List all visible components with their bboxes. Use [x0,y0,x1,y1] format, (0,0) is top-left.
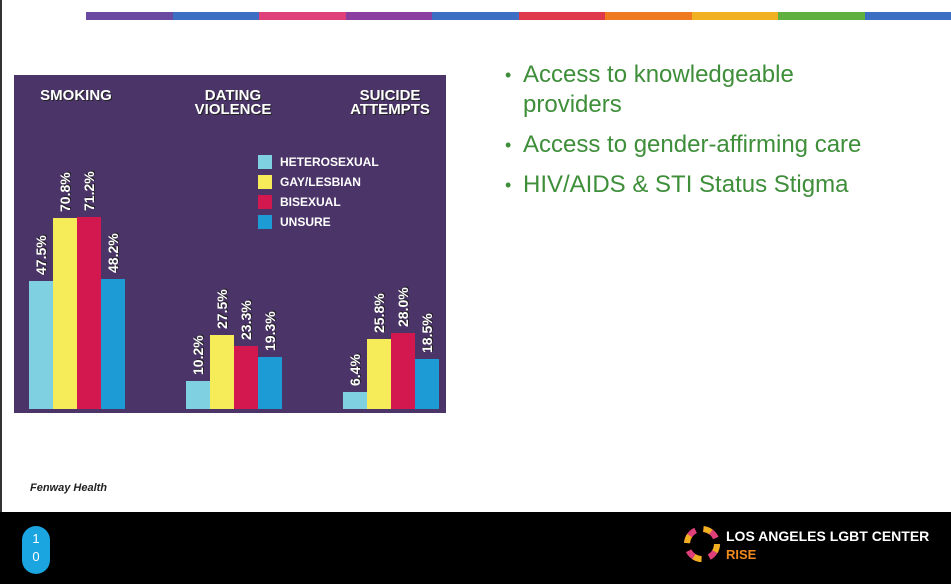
bullet: Access to gender-affirming care [505,130,885,160]
legend-label: HETEROSEXUAL [280,155,379,169]
value-label: 25.8% [371,293,387,334]
bar [77,216,101,409]
legend-swatch [258,155,272,169]
legend-swatch [258,175,272,189]
value-label: 23.3% [238,300,254,341]
bar [186,381,210,409]
bullet: HIV/AIDS & STI Status Stigma [505,170,885,200]
bar [234,346,258,409]
logo-icon [684,526,720,562]
legend-swatch [258,195,272,209]
legend-item: GAY/LESBIAN [258,175,361,189]
chart: SMOKING DATING VIOLENCE SUICIDE ATTEMPTS 47… [14,75,446,413]
value-label: 48.2% [105,233,121,273]
bar [53,217,77,409]
value-label: 70.8% [57,172,73,212]
border [0,0,2,512]
bar [210,334,234,409]
value-label: 19.3% [262,311,278,351]
color-stripe [0,12,951,20]
logo-subtitle: RISE [726,547,757,562]
bar [343,391,367,409]
bullet: Access to knowledgeable providers [505,60,885,120]
legend-item: BISEXUAL [258,195,341,209]
legend-label: UNSURE [280,215,331,229]
value-label: 27.5% [214,289,230,329]
category-label: SMOKING [40,87,112,104]
legend-item: HETEROSEXUAL [258,155,379,169]
legend-swatch [258,215,272,229]
legend-label: GAY/LESBIAN [280,175,361,189]
category-label: DATING VIOLENCE [194,87,272,118]
value-label: 10.2% [190,335,206,376]
bar [391,333,415,409]
value-label: 28.0% [395,287,411,328]
value-label: 6.4% [347,353,363,386]
bullet-list: Access to knowledgeable providers Access… [505,60,885,210]
legend-label: BISEXUAL [280,195,341,209]
logo-title: LOS ANGELES LGBT CENTER [726,528,930,544]
value-label: 18.5% [419,313,435,354]
bar [367,339,391,409]
value-label: 71.2% [81,171,97,211]
category-label: SUICIDE ATTEMPTS [350,87,430,118]
page-number: 10 [22,526,50,574]
bar [258,356,282,409]
footer: 10 LOS ANGELES LGBT CENTER RISE [0,512,951,584]
source: Fenway Health [30,482,108,494]
bar [101,278,125,409]
value-label: 47.5% [33,235,49,275]
bar [415,359,439,409]
bar [29,280,53,409]
legend-item: UNSURE [258,215,331,229]
